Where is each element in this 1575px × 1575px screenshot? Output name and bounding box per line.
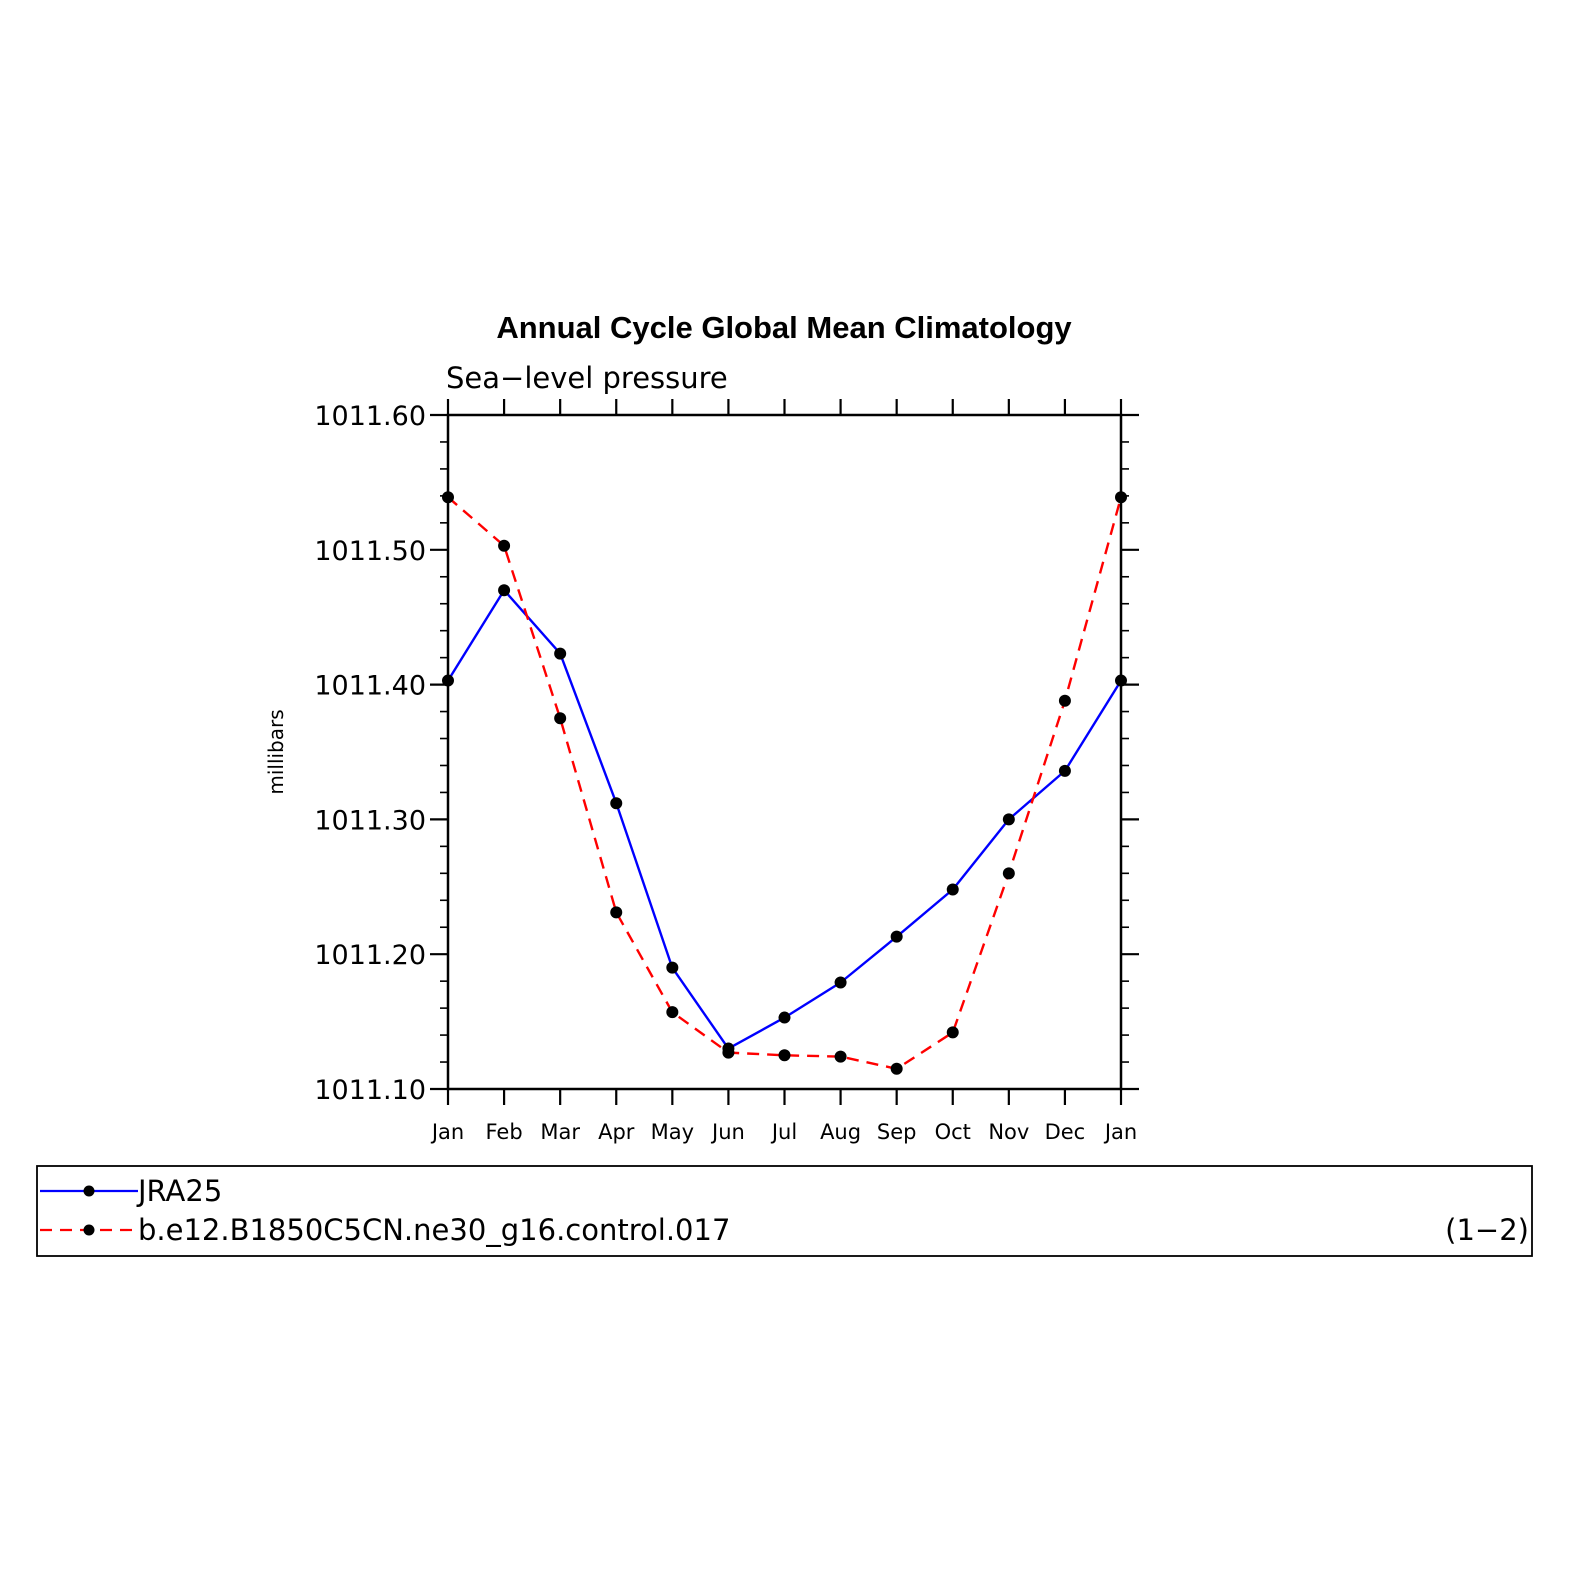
series-0-point <box>554 647 567 660</box>
x-tick-label: May <box>651 1120 694 1144</box>
series-0-point <box>834 976 847 989</box>
series-0-point <box>1058 764 1071 777</box>
x-tick-label: Jun <box>710 1120 745 1144</box>
series-0-point <box>666 961 679 974</box>
series-1-point <box>1058 694 1071 707</box>
x-tick-label: Jul <box>770 1120 797 1144</box>
x-tick-label: Feb <box>485 1120 522 1144</box>
plot-frame <box>446 413 1123 1091</box>
legend-note: (1−2) <box>1445 1213 1529 1247</box>
x-tick-label: Oct <box>935 1120 971 1144</box>
legend-label-jra25: JRA25 <box>136 1174 222 1208</box>
series-0-point <box>890 930 903 943</box>
legend-label-model: b.e12.B1850C5CN.ne30_g16.control.017 <box>138 1213 730 1247</box>
series-1-point <box>722 1046 735 1059</box>
x-tick-labels: Jan Feb Mar Apr May Jun Jul Aug Sep Oct Nov Dec Jan <box>430 1120 1137 1144</box>
y-tick-label: 1011.20 <box>314 940 426 971</box>
y-tick-label: 1011.10 <box>314 1075 426 1106</box>
series-0-point <box>946 883 959 896</box>
y-tick-labels: 1011.10 1011.20 1011.30 1011.40 1011.50 1011.… <box>314 401 426 1106</box>
series-1-point <box>666 1006 679 1019</box>
series-1-point <box>946 1026 959 1039</box>
series-0-point <box>498 584 511 597</box>
series-1-point <box>554 712 567 725</box>
x-tick-label: Jan <box>1103 1120 1137 1144</box>
x-tick-label: Aug <box>820 1120 861 1144</box>
chart-title: Annual Cycle Global Mean Climatology <box>496 310 1072 345</box>
series-1-point <box>834 1050 847 1063</box>
x-tick-label: Dec <box>1045 1120 1086 1144</box>
y-axis-label: millibars <box>264 709 288 794</box>
y-tick-label: 1011.60 <box>314 401 426 432</box>
series-line-1 <box>447 496 1123 1071</box>
series-1-point <box>498 539 511 552</box>
y-tick-label: 1011.30 <box>314 805 426 836</box>
legend-box <box>36 1165 1533 1257</box>
series-line-0 <box>446 589 1123 1050</box>
series-1-point <box>890 1062 903 1075</box>
series-1-point <box>1002 867 1015 880</box>
series-0-point <box>610 797 623 810</box>
series-markers <box>442 491 1127 1075</box>
legend-marker-model <box>83 1224 95 1236</box>
legend-marker-jra25 <box>83 1185 95 1197</box>
y-tick-label: 1011.50 <box>314 536 426 567</box>
series-lines <box>446 496 1123 1071</box>
x-tick-label: Apr <box>598 1120 635 1144</box>
chart-subtitle: Sea−level pressure <box>446 361 728 395</box>
x-tick-label: Mar <box>540 1120 580 1144</box>
x-tick-label: Nov <box>988 1120 1029 1144</box>
x-tick-label: Sep <box>877 1120 917 1144</box>
y-tick-label: 1011.40 <box>314 671 426 702</box>
axis-ticks <box>430 399 1139 1105</box>
legend: JRA25 b.e12.B1850C5CN.ne30_g16.control.0… <box>36 1165 1533 1257</box>
x-tick-label: Jan <box>430 1120 464 1144</box>
series-1-point <box>610 906 623 919</box>
series-0-point <box>1002 813 1015 826</box>
series-1-point <box>778 1049 791 1062</box>
series-0-point <box>778 1011 791 1024</box>
